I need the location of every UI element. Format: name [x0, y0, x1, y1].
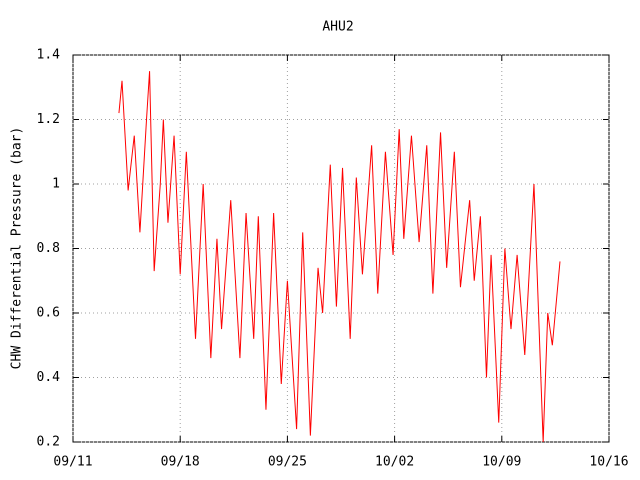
y-tick-label: 1.2 — [37, 112, 60, 127]
y-tick-label: 0.2 — [37, 435, 60, 450]
x-tick-label: 09/11 — [53, 455, 92, 470]
x-tick-label: 09/18 — [161, 455, 200, 470]
data-line — [118, 71, 561, 443]
y-tick-label: 1.4 — [37, 48, 61, 63]
y-axis-label: CHW Differential Pressure (bar) — [10, 127, 25, 370]
y-tick-label: 0.8 — [37, 241, 60, 256]
x-tick-label: 09/25 — [268, 455, 307, 470]
x-tick-label: 10/09 — [482, 455, 521, 470]
y-tick-label: 0.6 — [37, 306, 60, 321]
chart-title: AHU2 — [322, 20, 353, 35]
x-tick-label: 10/02 — [375, 455, 414, 470]
y-tick-label: 0.4 — [37, 370, 61, 385]
x-tick-label: 10/16 — [589, 455, 628, 470]
y-tick-label: 1 — [52, 177, 60, 192]
